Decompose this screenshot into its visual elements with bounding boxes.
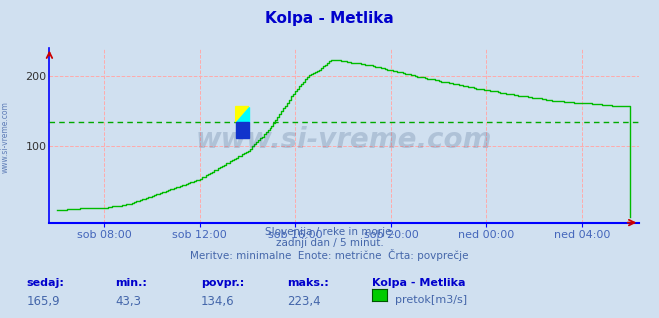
Text: sedaj:: sedaj: — [26, 278, 64, 288]
Polygon shape — [236, 107, 249, 122]
Text: 43,3: 43,3 — [115, 295, 141, 308]
Text: www.si-vreme.com: www.si-vreme.com — [1, 101, 10, 173]
Text: pretok[m3/s]: pretok[m3/s] — [395, 295, 467, 305]
Text: Meritve: minimalne  Enote: metrične  Črta: povprečje: Meritve: minimalne Enote: metrične Črta:… — [190, 249, 469, 261]
Text: Slovenija / reke in morje.: Slovenija / reke in morje. — [264, 227, 395, 237]
Text: maks.:: maks.: — [287, 278, 328, 288]
Text: 165,9: 165,9 — [26, 295, 60, 308]
Text: min.:: min.: — [115, 278, 147, 288]
Text: Kolpa - Metlika: Kolpa - Metlika — [372, 278, 466, 288]
Bar — [236, 122, 249, 138]
Text: Kolpa - Metlika: Kolpa - Metlika — [265, 11, 394, 26]
Polygon shape — [236, 107, 249, 122]
Text: www.si-vreme.com: www.si-vreme.com — [196, 126, 492, 155]
Text: zadnji dan / 5 minut.: zadnji dan / 5 minut. — [275, 238, 384, 248]
Text: povpr.:: povpr.: — [201, 278, 244, 288]
Text: 223,4: 223,4 — [287, 295, 320, 308]
Text: 134,6: 134,6 — [201, 295, 235, 308]
